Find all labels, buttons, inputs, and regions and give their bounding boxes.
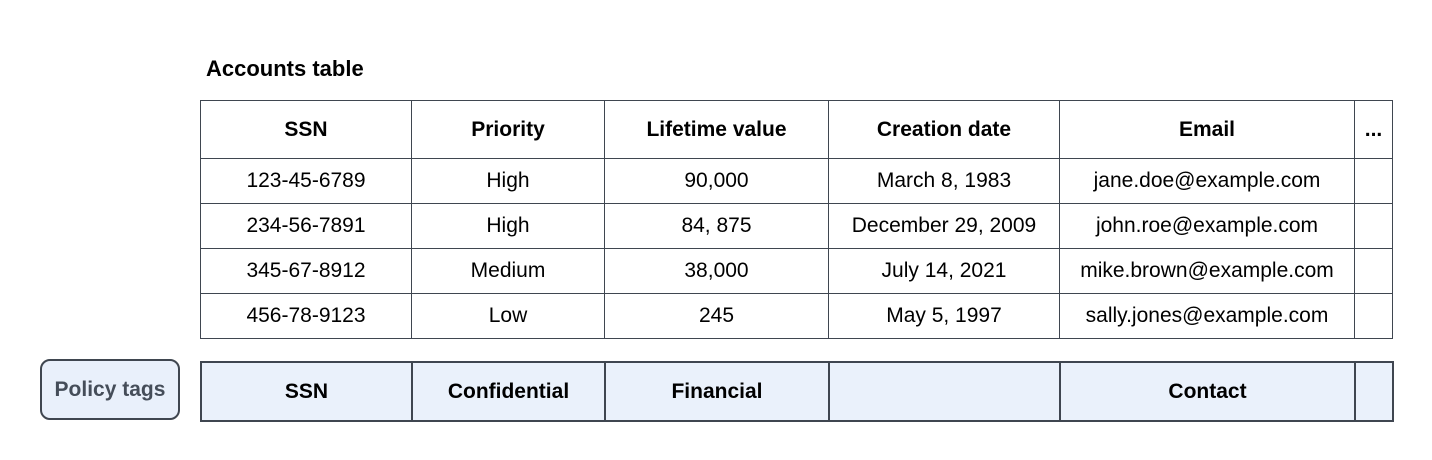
table-cell: 234-56-7891 [200,203,412,249]
table-cell: 123-45-6789 [200,158,412,204]
table-cell: July 14, 2021 [828,248,1060,294]
table-cell [1354,248,1393,294]
table-cell [1354,203,1393,249]
policy-tag-cell: Confidential [411,361,606,422]
table-cell: sally.jones@example.com [1059,293,1355,339]
table-cell: 345-67-8912 [200,248,412,294]
policy-tags-table: SSN Confidential Financial Contact [200,361,1394,422]
column-header: ... [1354,100,1393,159]
table-cell: 456-78-9123 [200,293,412,339]
policy-tag-cell: Contact [1059,361,1356,422]
policy-tag-cell [828,361,1061,422]
policy-tags-button: Policy tags [40,359,180,420]
table-row: 234-56-7891 High 84, 875 December 29, 2009 j… [200,203,1393,249]
table-row: 456-78-9123 Low 245 May 5, 1997 sally.jones@… [200,293,1393,339]
column-header: Lifetime value [604,100,829,159]
policy-tag-cell: SSN [200,361,413,422]
table-cell: 38,000 [604,248,829,294]
table-cell [1354,293,1393,339]
table-cell: Low [411,293,605,339]
header-row: SSN Priority Lifetime value Creation date Em… [200,100,1393,159]
table-cell: March 8, 1983 [828,158,1060,204]
table-cell: December 29, 2009 [828,203,1060,249]
accounts-table-body: 123-45-6789 High 90,000 March 8, 1983 jane.d… [200,158,1393,339]
table-cell: May 5, 1997 [828,293,1060,339]
table-cell: jane.doe@example.com [1059,158,1355,204]
accounts-table: SSN Priority Lifetime value Creation date Em… [200,100,1393,339]
policy-tag-cell: Financial [604,361,830,422]
table-cell: 90,000 [604,158,829,204]
table-cell: High [411,203,605,249]
table-cell: 245 [604,293,829,339]
accounts-table-title: Accounts table [206,56,364,81]
table-cell: 84, 875 [604,203,829,249]
table-cell: john.roe@example.com [1059,203,1355,249]
column-header: Creation date [828,100,1060,159]
column-header: SSN [200,100,412,159]
table-cell: mike.brown@example.com [1059,248,1355,294]
column-header: Email [1059,100,1355,159]
column-header: Priority [411,100,605,159]
accounts-table-header: SSN Priority Lifetime value Creation date Em… [200,100,1393,159]
policy-tag-cell [1354,361,1394,422]
table-row: 123-45-6789 High 90,000 March 8, 1983 jane.d… [200,158,1393,204]
table-cell: High [411,158,605,204]
policy-tags-row: SSN Confidential Financial Contact [200,361,1394,422]
table-row: 345-67-8912 Medium 38,000 July 14, 2021 mike… [200,248,1393,294]
table-cell: Medium [411,248,605,294]
table-cell [1354,158,1393,204]
